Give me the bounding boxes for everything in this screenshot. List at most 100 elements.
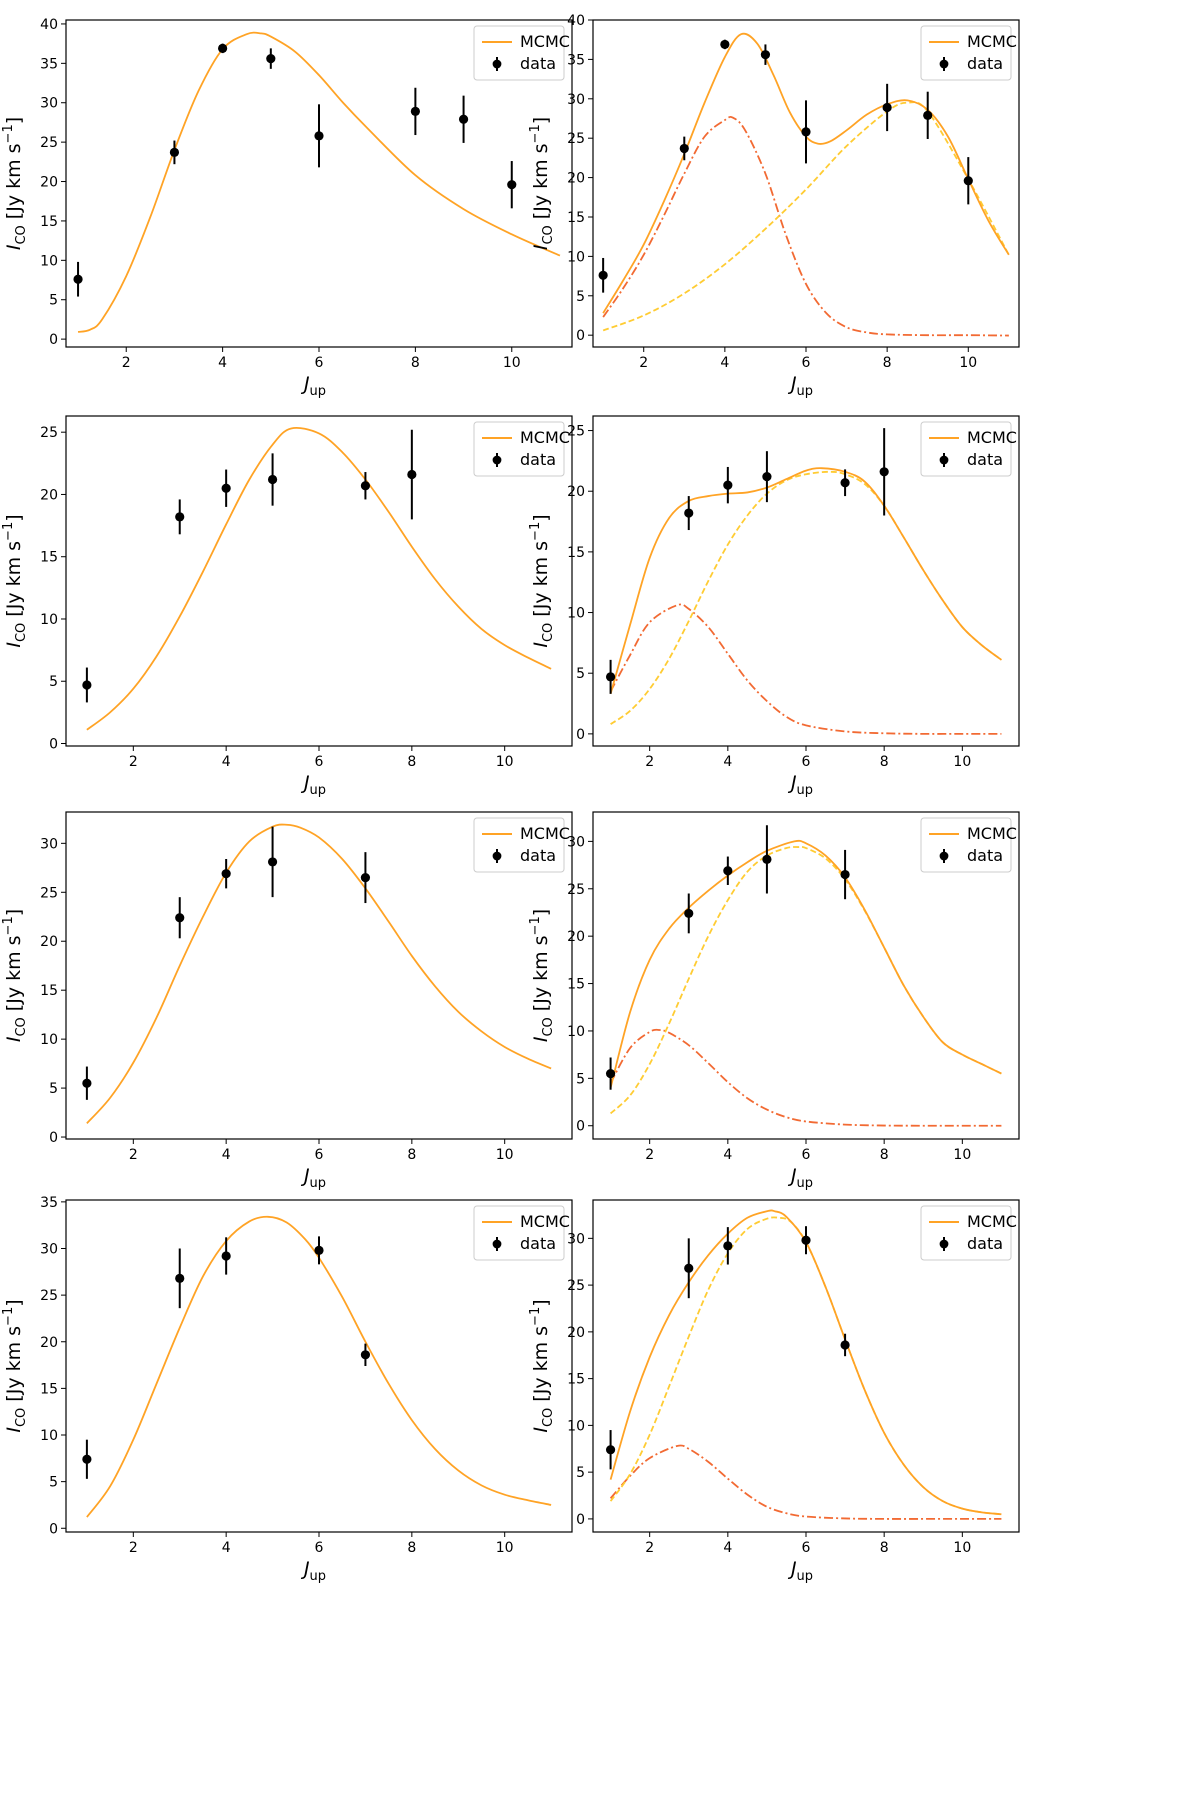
- legend-label-data: data: [520, 1234, 556, 1253]
- x-tick-label: 4: [222, 1540, 231, 1556]
- x-axis-label: Jup: [300, 1165, 326, 1191]
- sled-panel-row1-right: 2 4 6 8 10 0 5 10 15 20 25 30 35 40 ICO [Jy km s−1] Jup…: [528, 13, 1020, 399]
- legend: MCMC data: [473, 1205, 570, 1261]
- data-point: [175, 512, 185, 522]
- sled-panel-row3-right: 2 4 6 8 10 0 5 10 15 20 25 30 ICO [Jy km s−1] Jup MCMC…: [528, 811, 1020, 1191]
- legend: MCMC data: [920, 1205, 1017, 1261]
- x-tick-label: 2: [122, 355, 131, 371]
- y-tick-label: 0: [576, 328, 585, 344]
- y-tick-label: 0: [576, 1119, 585, 1135]
- data-point: [923, 110, 933, 120]
- y-tick-label: 20: [40, 1335, 58, 1351]
- y-tick-label: 0: [576, 727, 585, 743]
- x-tick-label: 2: [129, 754, 138, 770]
- legend-label-data: data: [520, 846, 556, 865]
- data-point: [314, 1245, 324, 1255]
- y-tick-label: 10: [40, 1032, 58, 1048]
- data-point: [723, 480, 733, 490]
- legend-marker-swatch: [939, 455, 949, 465]
- y-tick-label: 20: [567, 171, 585, 187]
- x-tick-label: 4: [218, 355, 227, 371]
- data-point: [762, 854, 772, 864]
- sled-panel-row4-left: 2 4 6 8 10 0 5 10 15 20 25 30 35 ICO [Jy km s−1] Jup MC…: [1, 1195, 573, 1584]
- y-tick-label: 35: [40, 56, 58, 72]
- x-tick-label: 10: [496, 1147, 514, 1163]
- y-axis-label: ICO [Jy km s−1]: [1, 514, 29, 647]
- y-tick-label: 15: [567, 545, 585, 561]
- y-axis-label: ICO [Jy km s−1]: [528, 909, 556, 1042]
- legend-label-data: data: [967, 450, 1003, 469]
- legend: MCMC data: [920, 25, 1017, 81]
- y-tick-label: 0: [49, 1130, 58, 1146]
- series-mcmc: [609, 839, 1002, 1089]
- x-tick-label: 6: [315, 355, 324, 371]
- y-tick-label: 10: [40, 253, 58, 269]
- y-tick-label: 15: [567, 1372, 585, 1388]
- legend: MCMC data: [473, 817, 570, 873]
- x-tick-label: 8: [411, 355, 420, 371]
- x-tick-label: 10: [959, 355, 977, 371]
- y-tick-label: 30: [567, 1231, 585, 1247]
- series-component-2: [610, 470, 1002, 725]
- y-tick-label: 15: [40, 1381, 58, 1397]
- data-point: [82, 1454, 92, 1464]
- x-tick-label: 8: [880, 1147, 889, 1163]
- y-tick-label: 20: [567, 929, 585, 945]
- y-tick-label: 15: [567, 977, 585, 993]
- x-tick-label: 2: [645, 1147, 654, 1163]
- x-tick-label: 4: [720, 355, 729, 371]
- y-tick-label: 35: [567, 52, 585, 68]
- legend: MCMC data: [920, 421, 1017, 477]
- x-tick-label: 4: [222, 1147, 231, 1163]
- y-axis-label: ICO [Jy km s−1]: [1, 909, 29, 1042]
- y-tick-label: 25: [40, 425, 58, 441]
- x-tick-label: 4: [723, 1540, 732, 1556]
- y-tick-label: 0: [576, 1512, 585, 1528]
- y-tick-label: 20: [40, 487, 58, 503]
- y-tick-label: 25: [40, 1288, 58, 1304]
- data-point: [801, 127, 811, 137]
- y-tick-label: 20: [40, 934, 58, 950]
- data-point: [221, 869, 231, 879]
- y-tick-label: 5: [576, 1071, 585, 1087]
- x-tick-label: 2: [129, 1147, 138, 1163]
- x-tick-label: 10: [496, 754, 514, 770]
- data-point: [679, 143, 689, 154]
- y-tick-label: 30: [567, 92, 585, 108]
- data-point: [314, 131, 324, 141]
- y-axis-label: ICO [Jy km s−1]: [528, 514, 556, 647]
- y-tick-label: 15: [567, 210, 585, 226]
- data-point: [507, 180, 517, 190]
- data-point: [410, 106, 420, 117]
- legend-label-mcmc: MCMC: [967, 32, 1017, 51]
- sled-panel-row3-left: 2 4 6 8 10 0 5 10 15 20 25 30 ICO [Jy km s−1] Jup MCMC…: [1, 811, 573, 1191]
- data-point: [175, 1273, 185, 1283]
- x-tick-label: 6: [315, 1147, 324, 1163]
- data-point: [266, 54, 276, 64]
- x-tick-label: 8: [407, 1147, 416, 1163]
- legend-label-data: data: [967, 846, 1003, 865]
- x-tick-label: 6: [315, 754, 324, 770]
- legend-marker-swatch: [939, 59, 949, 69]
- x-tick-label: 10: [953, 1540, 971, 1556]
- data-point: [879, 467, 889, 477]
- y-tick-label: 15: [40, 214, 58, 230]
- y-tick-label: 25: [40, 885, 58, 901]
- data-point: [684, 1263, 694, 1273]
- sled-panel-row2-right: 2 4 6 8 10 0 5 10 15 20 25 ICO [Jy km s−1] Jup MCMC da…: [528, 415, 1020, 798]
- data-point: [605, 1069, 616, 1079]
- data-point: [605, 672, 616, 682]
- data-point: [762, 472, 772, 482]
- x-tick-label: 2: [645, 754, 654, 770]
- y-tick-label: 40: [567, 13, 585, 29]
- plot-area: [86, 823, 552, 1124]
- y-axis-label: ICO [Jy km s−1]: [1, 1299, 29, 1432]
- y-axis-label: ICO [Jy km s−1]: [528, 1299, 556, 1432]
- y-tick-label: 10: [567, 1024, 585, 1040]
- data-point: [840, 478, 850, 488]
- y-tick-label: 15: [40, 983, 58, 999]
- data-point: [840, 869, 850, 880]
- x-tick-label: 4: [723, 1147, 732, 1163]
- series-component-1: [609, 603, 1002, 735]
- legend-label-mcmc: MCMC: [520, 824, 570, 843]
